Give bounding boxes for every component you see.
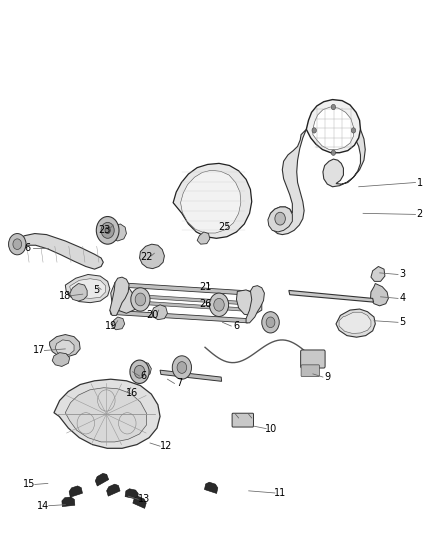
Text: 18: 18 — [59, 290, 71, 301]
Polygon shape — [313, 107, 353, 150]
Polygon shape — [268, 207, 292, 232]
Text: 5: 5 — [399, 317, 406, 327]
Text: 1: 1 — [417, 177, 423, 188]
Polygon shape — [125, 489, 138, 499]
Text: 20: 20 — [146, 310, 159, 320]
Polygon shape — [49, 335, 80, 357]
FancyBboxPatch shape — [300, 350, 325, 368]
Polygon shape — [106, 484, 120, 496]
Polygon shape — [205, 482, 218, 494]
Text: 19: 19 — [105, 321, 117, 331]
Text: 6: 6 — [233, 321, 240, 331]
Text: 2: 2 — [417, 209, 423, 220]
Polygon shape — [110, 310, 248, 323]
Polygon shape — [65, 274, 110, 303]
Text: 6: 6 — [141, 371, 147, 381]
FancyBboxPatch shape — [232, 413, 254, 427]
FancyBboxPatch shape — [301, 365, 319, 376]
Text: 21: 21 — [199, 282, 211, 292]
Text: 6: 6 — [25, 243, 31, 253]
Text: 23: 23 — [99, 225, 111, 236]
Circle shape — [209, 293, 229, 317]
Circle shape — [262, 312, 279, 333]
Polygon shape — [339, 312, 371, 334]
Text: 26: 26 — [199, 298, 211, 309]
Polygon shape — [217, 217, 230, 230]
Text: 13: 13 — [138, 494, 150, 504]
Polygon shape — [54, 379, 160, 448]
Polygon shape — [62, 497, 75, 506]
Text: 22: 22 — [141, 252, 153, 262]
Circle shape — [131, 288, 150, 311]
Polygon shape — [237, 290, 262, 316]
Text: 3: 3 — [399, 270, 406, 279]
Polygon shape — [336, 309, 375, 337]
Polygon shape — [110, 277, 129, 316]
Polygon shape — [69, 486, 82, 497]
Polygon shape — [371, 266, 385, 281]
Polygon shape — [246, 286, 265, 323]
Polygon shape — [70, 279, 106, 298]
Polygon shape — [115, 282, 250, 295]
Polygon shape — [180, 170, 241, 233]
Polygon shape — [173, 164, 252, 238]
Circle shape — [9, 233, 26, 255]
Polygon shape — [152, 305, 167, 320]
Circle shape — [134, 366, 145, 378]
Polygon shape — [269, 130, 306, 235]
Polygon shape — [112, 317, 125, 330]
Circle shape — [275, 212, 286, 225]
Polygon shape — [131, 361, 151, 378]
Circle shape — [177, 362, 187, 373]
Polygon shape — [306, 100, 360, 153]
Polygon shape — [289, 290, 374, 302]
Text: 11: 11 — [274, 488, 286, 498]
Polygon shape — [65, 387, 147, 442]
Polygon shape — [55, 340, 74, 356]
Text: 7: 7 — [176, 378, 182, 389]
Text: 15: 15 — [23, 480, 35, 489]
Polygon shape — [133, 496, 146, 508]
Polygon shape — [160, 370, 222, 381]
Text: 5: 5 — [94, 286, 100, 295]
Circle shape — [331, 150, 336, 156]
Text: 9: 9 — [324, 372, 330, 382]
Text: 10: 10 — [265, 424, 278, 434]
Circle shape — [130, 360, 149, 383]
Text: 16: 16 — [126, 388, 138, 398]
Circle shape — [13, 239, 21, 249]
Polygon shape — [95, 473, 109, 486]
Polygon shape — [140, 244, 164, 269]
Polygon shape — [11, 233, 103, 269]
Polygon shape — [109, 224, 127, 241]
Text: 17: 17 — [33, 345, 45, 356]
Circle shape — [96, 216, 119, 244]
Circle shape — [172, 356, 191, 379]
Circle shape — [135, 293, 146, 306]
Polygon shape — [113, 293, 245, 305]
Text: 14: 14 — [37, 500, 49, 511]
Text: 12: 12 — [159, 441, 172, 451]
Circle shape — [312, 128, 316, 133]
Polygon shape — [371, 284, 389, 306]
Polygon shape — [111, 282, 136, 313]
Text: 4: 4 — [399, 293, 406, 303]
Polygon shape — [197, 232, 210, 244]
Text: 25: 25 — [218, 222, 230, 232]
Circle shape — [351, 128, 356, 133]
Circle shape — [214, 298, 224, 311]
Polygon shape — [323, 130, 365, 187]
Circle shape — [331, 104, 336, 110]
Circle shape — [266, 317, 275, 328]
Circle shape — [105, 227, 110, 233]
Polygon shape — [115, 300, 244, 311]
Polygon shape — [70, 284, 87, 301]
Circle shape — [101, 222, 114, 238]
Polygon shape — [52, 353, 70, 367]
